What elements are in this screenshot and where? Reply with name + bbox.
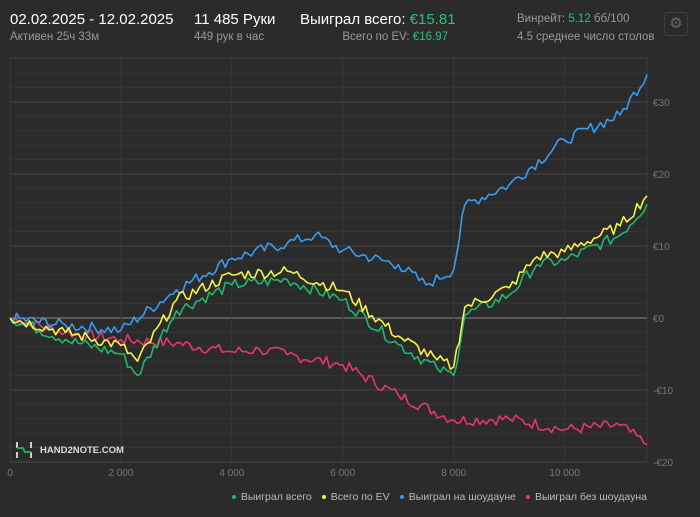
hand2note-logo: HAND2NOTE.COM	[14, 440, 124, 460]
stats-header: 02.02.2025 - 12.02.2025 Активен 25ч 33м …	[0, 0, 700, 50]
legend-item[interactable]: Выиграл всего	[231, 491, 312, 503]
won-total: Выиграл всего: €15.81	[300, 11, 456, 28]
x-tick-label: 2 000	[108, 468, 133, 479]
winrate-unit: бб/100	[593, 13, 630, 25]
legend-item[interactable]: Выиграл на шоудауне	[399, 491, 516, 503]
legend-item[interactable]: Всего по EV	[321, 491, 390, 503]
x-tick-label: 6 000	[330, 468, 355, 479]
logo-text: HAND2NOTE.COM	[40, 444, 124, 456]
legend-dot-icon	[399, 495, 404, 500]
legend-dot-icon	[321, 495, 326, 500]
winrate-value: 5.12	[568, 13, 591, 25]
won-label: Выиграл всего:	[300, 11, 406, 28]
y-tick-label: €10	[653, 242, 670, 253]
winrate: Винрейт: 5.12 бб/100	[517, 13, 629, 25]
legend-dot-icon	[526, 495, 530, 500]
logo-icon	[16, 442, 32, 458]
x-tick-label: 4 000	[219, 468, 244, 479]
y-tick-label: €30	[653, 98, 670, 109]
legend-label: Выиграл всего	[240, 491, 312, 503]
x-tick-label: 0	[7, 468, 13, 479]
y-tick-label: €20	[653, 170, 670, 181]
x-tick-label: 10 000	[549, 468, 580, 479]
ev-value: €16.97	[412, 31, 448, 43]
gear-icon[interactable]: ⚙	[664, 12, 688, 36]
ev-total: Всего по EV: €16.97	[342, 31, 448, 43]
date-range: 02.02.2025 - 12.02.2025	[10, 11, 174, 28]
chart-legend: Выиграл всего Всего по EV Выиграл на шоуда…	[231, 491, 647, 503]
hands-per-hour: 449 рук в час	[194, 31, 265, 43]
y-tick-label: -€20	[653, 458, 673, 469]
won-value: €15.81	[409, 11, 456, 28]
ev-label: Всего по EV:	[342, 31, 410, 43]
avg-tables: 4.5 среднее число столов	[517, 31, 655, 43]
legend-item[interactable]: Выиграл без шоудауна	[526, 491, 647, 503]
legend-label: Всего по EV	[330, 491, 390, 503]
x-tick-label: 8 000	[441, 468, 466, 479]
y-tick-label: -€10	[653, 386, 673, 397]
series-line-2	[9, 74, 648, 335]
series-line-1	[9, 195, 648, 371]
winrate-label: Винрейт:	[517, 13, 566, 25]
y-tick-label: €0	[653, 314, 665, 325]
legend-label: Выиграл на шоудауне	[408, 491, 516, 503]
hands-count: 11 485 Руки	[194, 11, 276, 28]
legend-dot-icon	[231, 495, 236, 500]
series-line-3	[9, 317, 648, 446]
active-time: Активен 25ч 33м	[10, 31, 100, 43]
legend-label: Выиграл без шоудауна	[535, 491, 647, 503]
